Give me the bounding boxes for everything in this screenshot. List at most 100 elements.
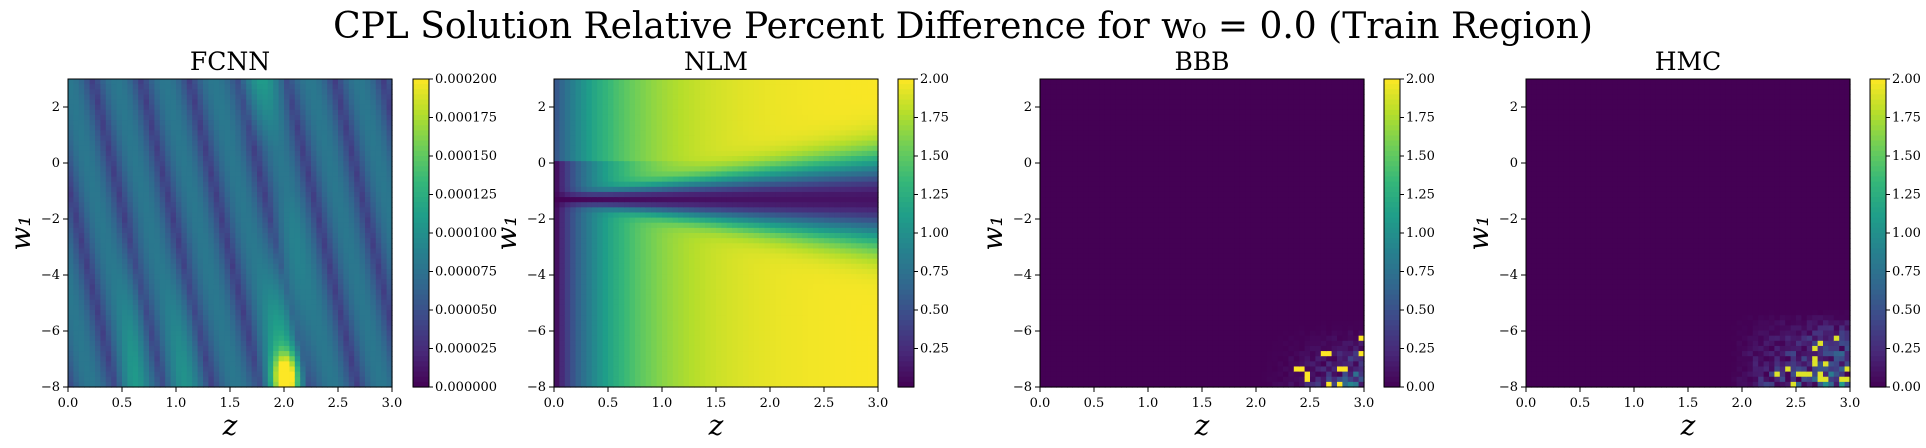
heatmap-cell <box>359 176 366 183</box>
heatmap-cell <box>305 366 312 373</box>
heatmap-cell <box>564 145 571 152</box>
heatmap-cell <box>338 233 344 239</box>
heatmap-cell <box>343 227 350 234</box>
heatmap-cell <box>278 150 285 157</box>
heatmap-cell <box>203 202 209 208</box>
heatmap-cell <box>581 150 587 157</box>
heatmap-cell <box>375 361 382 368</box>
heatmap-cell <box>159 202 166 208</box>
heatmap-cell <box>640 217 647 224</box>
heatmap-cell <box>186 140 193 147</box>
heatmap-cell <box>159 150 166 157</box>
heatmap-cell <box>127 345 134 352</box>
heatmap-cell <box>78 371 85 378</box>
heatmap-cell <box>554 176 560 183</box>
heatmap-cell <box>154 176 161 183</box>
heatmap-cell <box>122 284 128 291</box>
heatmap-cell <box>359 161 366 167</box>
heatmap-cell <box>656 299 663 306</box>
heatmap-cell <box>656 104 663 111</box>
heatmap-cell <box>370 376 377 383</box>
heatmap-cell <box>95 376 101 383</box>
heatmap-cell <box>375 233 382 239</box>
heatmap-cell <box>89 161 96 167</box>
heatmap-cell <box>181 304 188 311</box>
heatmap-cell <box>564 238 571 244</box>
heatmap-cell <box>132 315 139 321</box>
heatmap-cell <box>219 202 226 208</box>
heatmap-cell <box>230 310 236 316</box>
colorbar-segment <box>413 376 429 383</box>
heatmap-cell <box>176 217 182 224</box>
heatmap-cell <box>154 161 161 167</box>
heatmap-cell <box>354 186 361 193</box>
heatmap-cell <box>111 135 118 142</box>
heatmap-cell <box>332 289 339 296</box>
heatmap-cell <box>327 361 334 368</box>
heatmap-cell <box>89 248 96 255</box>
heatmap-cell <box>300 176 307 183</box>
heatmap-cell <box>381 197 388 203</box>
heatmap-cell <box>381 207 388 214</box>
heatmap-cell <box>251 171 258 178</box>
heatmap-cell <box>662 284 668 291</box>
heatmap-cell <box>332 330 339 337</box>
heatmap-cell <box>251 258 258 265</box>
heatmap-cell <box>127 191 134 198</box>
heatmap-cell <box>154 197 161 203</box>
heatmap-cell <box>213 130 220 137</box>
heatmap-cell <box>289 181 296 188</box>
heatmap-cell <box>257 130 263 137</box>
heatmap-cell <box>559 202 566 208</box>
heatmap-cell <box>84 79 91 85</box>
heatmap-cell <box>311 279 317 285</box>
heatmap-cell <box>78 125 85 131</box>
heatmap-cell <box>316 284 323 291</box>
heatmap-cell <box>662 176 668 183</box>
heatmap-cell <box>635 135 641 142</box>
heatmap-cell <box>203 181 209 188</box>
heatmap-cell <box>68 294 74 301</box>
heatmap-cell <box>251 284 258 291</box>
heatmap-cell <box>219 212 226 219</box>
heatmap-cell <box>138 104 145 111</box>
heatmap-cell <box>192 253 199 260</box>
heatmap-cell <box>586 181 593 188</box>
heatmap-cell <box>176 345 182 352</box>
heatmap-cell <box>159 94 166 101</box>
heatmap-cell <box>267 340 274 347</box>
heatmap-cell <box>262 268 269 275</box>
heatmap-cell <box>111 171 118 178</box>
heatmap-cell <box>73 145 80 152</box>
heatmap-cell <box>311 253 317 260</box>
heatmap-cell <box>116 289 123 296</box>
heatmap-cell <box>386 366 393 373</box>
heatmap-cell <box>73 284 80 291</box>
heatmap-cell <box>181 207 188 214</box>
heatmap-cell <box>624 238 631 244</box>
heatmap-cell <box>246 140 253 147</box>
heatmap-cell <box>176 120 182 126</box>
heatmap-cell <box>651 268 658 275</box>
heatmap-cell <box>321 135 328 142</box>
heatmap-cell <box>359 156 366 162</box>
heatmap-cell <box>554 330 560 337</box>
colorbar-segment <box>413 320 429 326</box>
heatmap-cell <box>343 361 350 368</box>
heatmap-cell <box>165 197 172 203</box>
heatmap-cell <box>365 166 371 172</box>
heatmap-cell <box>294 325 301 332</box>
heatmap-cell <box>559 279 566 285</box>
heatmap-cell <box>154 330 161 337</box>
heatmap-cell <box>165 104 172 111</box>
heatmap-cell <box>613 310 620 316</box>
heatmap-cell <box>608 253 614 260</box>
heatmap-cell <box>640 84 647 90</box>
heatmap-cell <box>554 150 560 157</box>
heatmap-cell <box>327 345 334 352</box>
heatmap-cell <box>662 104 668 111</box>
heatmap-cell <box>591 376 598 383</box>
heatmap-cell <box>89 191 96 198</box>
heatmap-cell <box>170 315 177 321</box>
heatmap-cell <box>613 274 620 280</box>
